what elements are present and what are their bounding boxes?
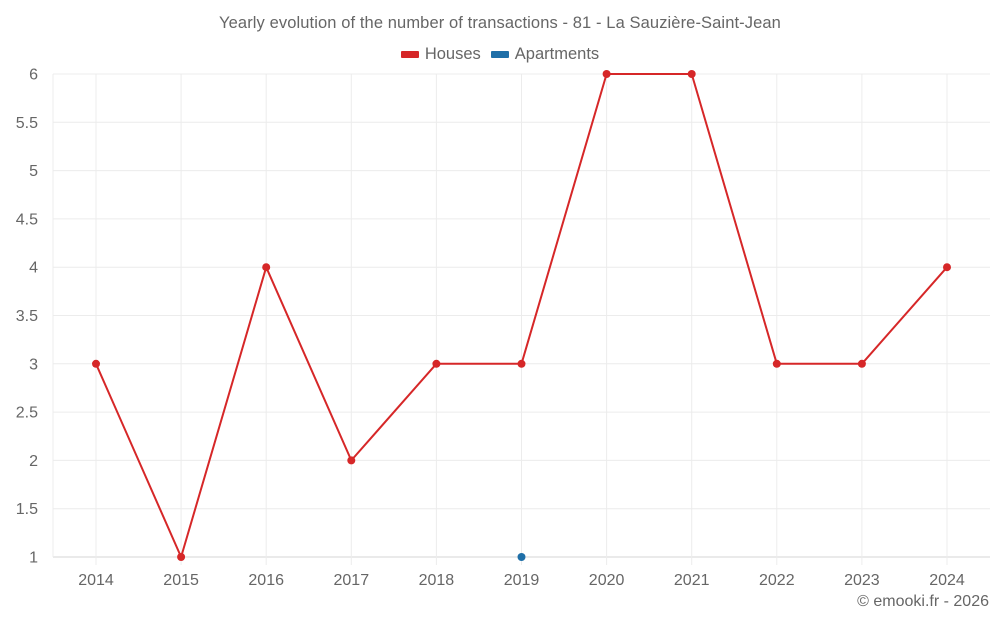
grid-lines	[52, 73, 990, 565]
x-tick-label: 2017	[334, 572, 370, 589]
apartments-swatch-icon	[490, 51, 509, 58]
x-tick-label: 2015	[163, 572, 199, 589]
y-tick-label: 5	[29, 163, 38, 180]
data-point[interactable]	[92, 359, 100, 368]
x-tick-label: 2014	[78, 572, 114, 589]
data-point[interactable]	[602, 70, 611, 78]
y-tick-label: 3.5	[16, 308, 38, 325]
series-apartments	[517, 553, 526, 561]
y-tick-label: 2	[29, 453, 38, 470]
data-point[interactable]	[262, 263, 271, 272]
x-tick-label: 2024	[929, 572, 965, 589]
data-point[interactable]	[177, 553, 186, 561]
x-tick-label: 2020	[589, 572, 625, 589]
y-tick-label: 4	[29, 260, 38, 277]
y-tick-label: 1.5	[16, 501, 38, 518]
x-tick-label: 2023	[844, 572, 880, 589]
data-point[interactable]	[517, 359, 526, 368]
y-tick-label: 4.5	[16, 211, 38, 228]
chart-title: Yearly evolution of the number of transa…	[219, 14, 781, 32]
x-tick-label: 2018	[419, 572, 455, 589]
legend-label-apartments: Apartments	[514, 45, 600, 63]
x-tick-label: 2021	[674, 572, 710, 589]
x-tick-label: 2019	[504, 572, 540, 589]
data-point[interactable]	[432, 359, 441, 368]
x-tick-label: 2016	[248, 572, 284, 589]
y-tick-label: 6	[29, 67, 38, 84]
legend-label-houses: Houses	[424, 45, 481, 63]
data-point[interactable]	[857, 359, 866, 368]
legend-item-houses[interactable]: Houses	[400, 45, 481, 64]
y-tick-label: 1	[29, 550, 38, 567]
data-point[interactable]	[772, 359, 781, 368]
y-tick-label: 2.5	[16, 405, 38, 422]
series-houses	[92, 70, 951, 561]
legend-item-apartments[interactable]: Apartments	[490, 45, 600, 64]
chart-legend: Houses Apartments	[0, 45, 1000, 64]
houses-swatch-icon	[400, 51, 419, 58]
y-tick-label: 3	[29, 356, 38, 373]
x-tick-label: 2022	[759, 572, 795, 589]
data-point[interactable]	[517, 553, 526, 561]
y-tick-label: 5.5	[16, 115, 38, 132]
data-point[interactable]	[347, 456, 356, 465]
copyright-credit: © emooki.fr - 2026	[857, 593, 989, 610]
data-point[interactable]	[943, 263, 951, 272]
data-point[interactable]	[687, 70, 696, 78]
